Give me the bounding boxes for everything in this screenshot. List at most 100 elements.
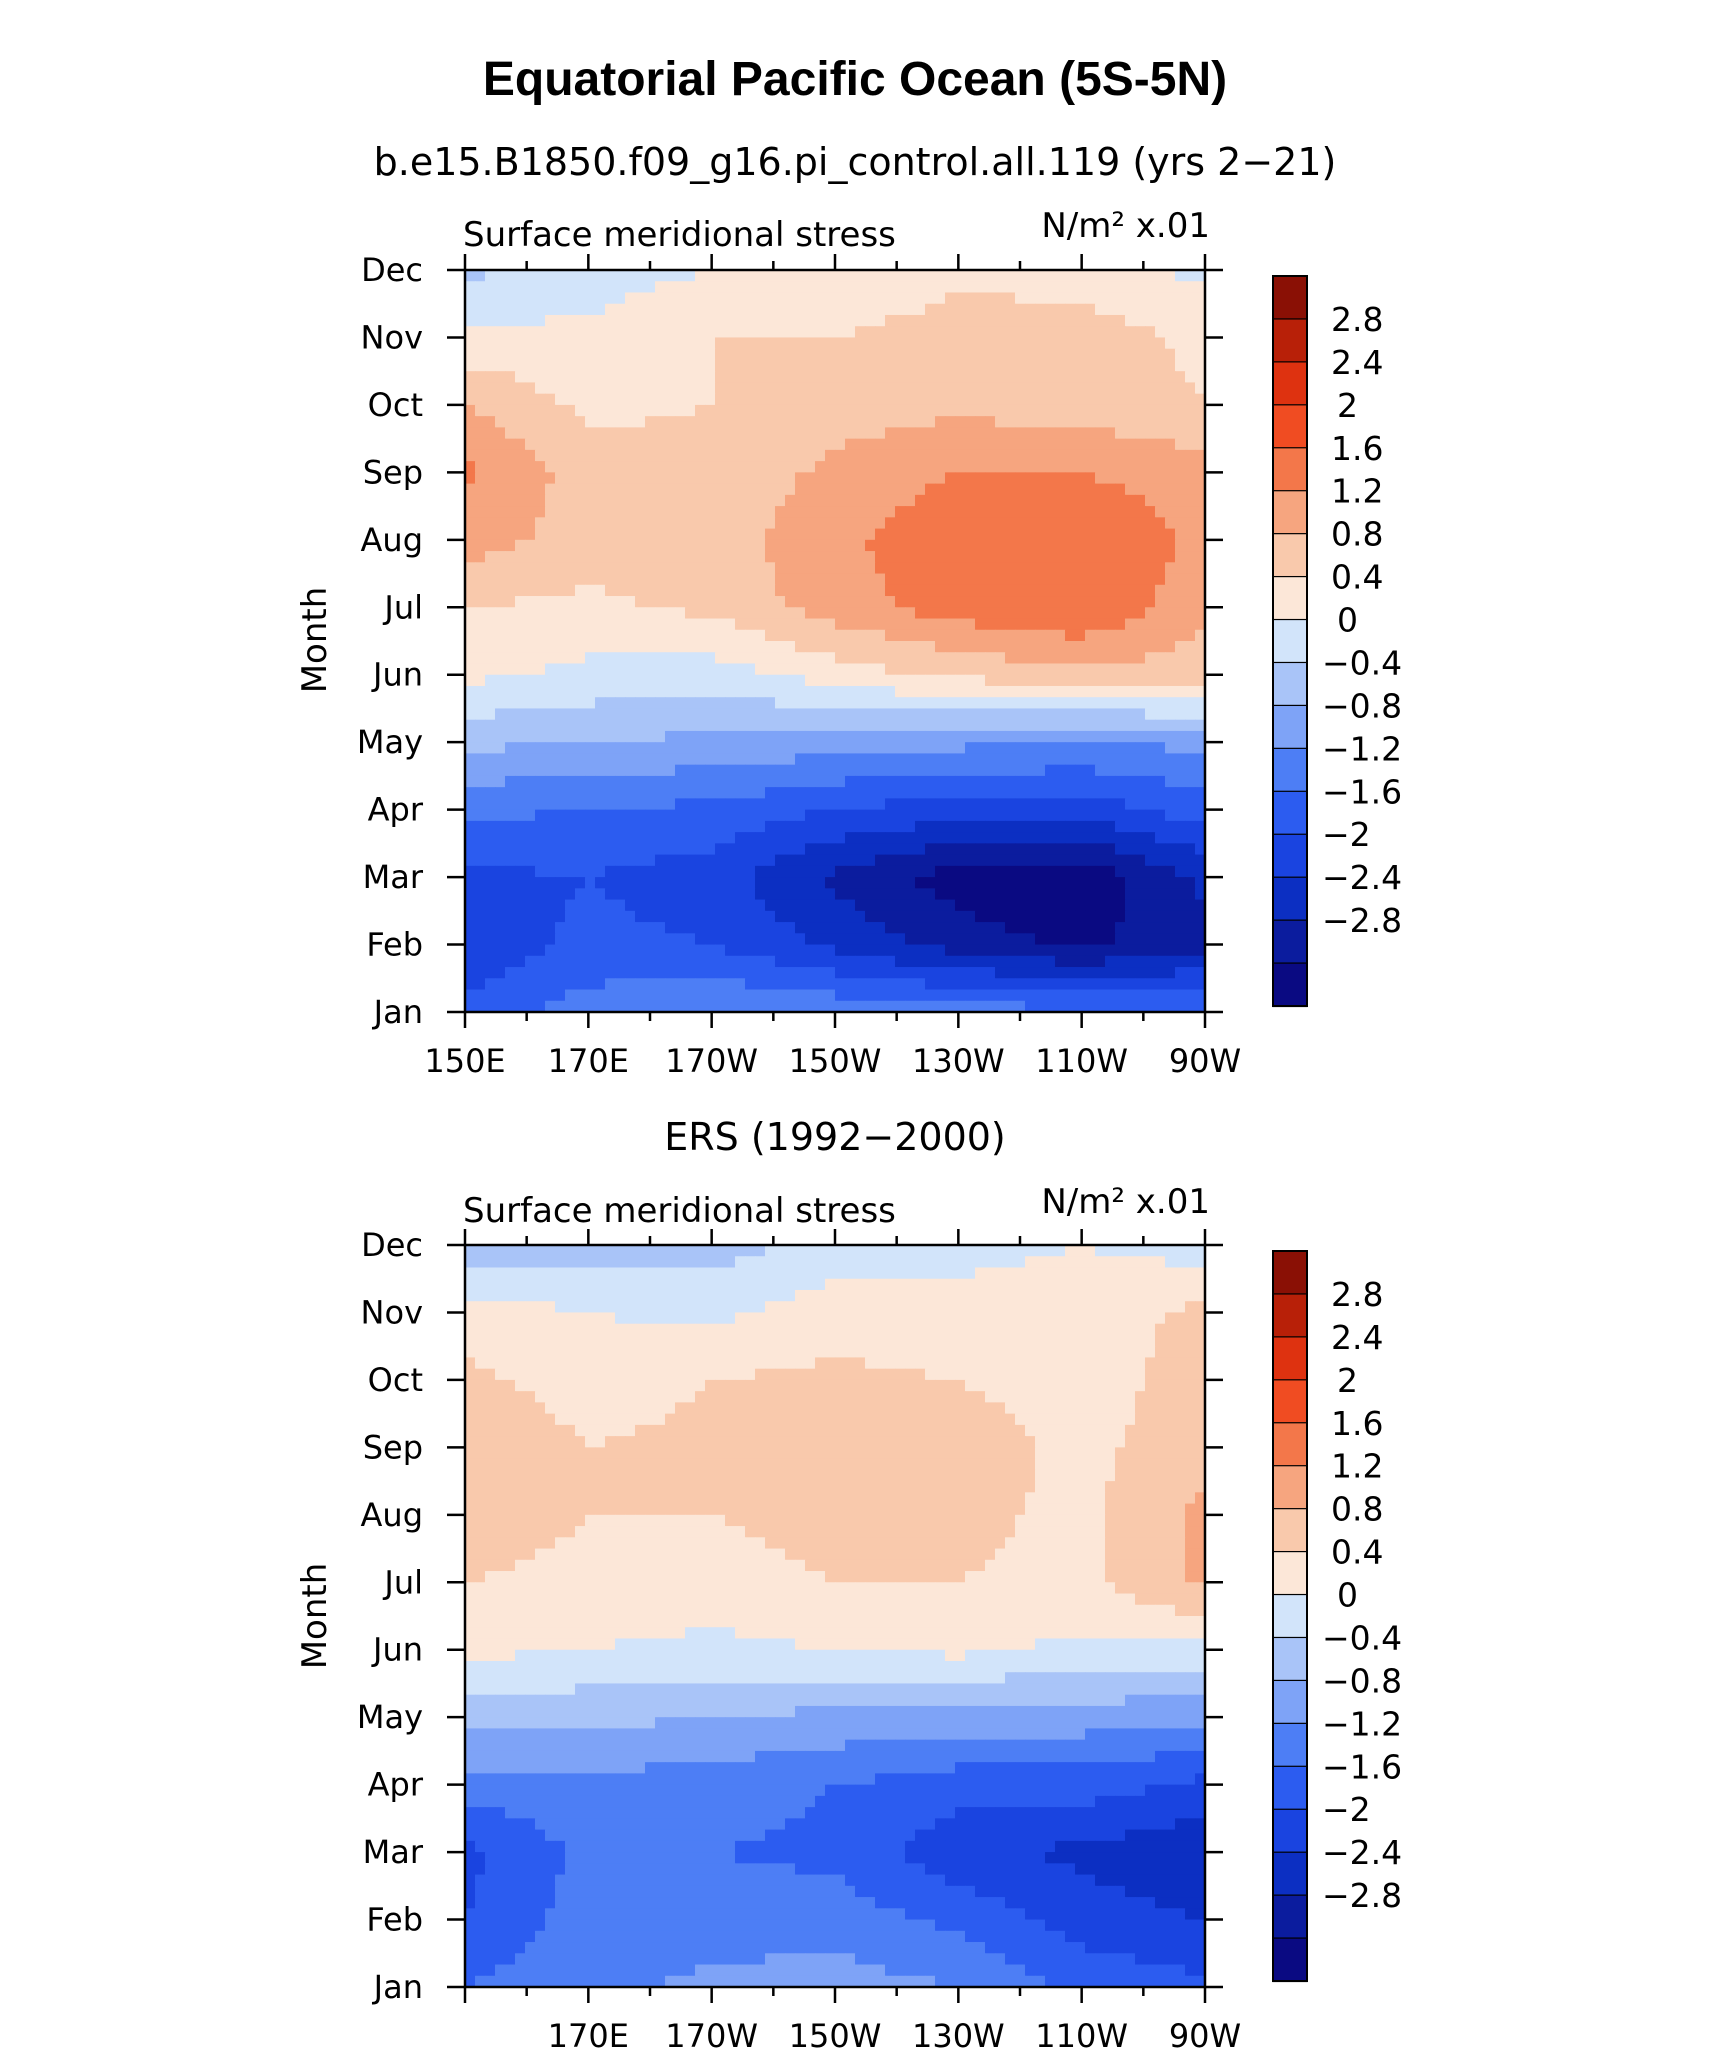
heatmap-cell: [615, 382, 626, 395]
heatmap-cell: [1195, 573, 1206, 586]
heatmap-cell: [975, 517, 986, 530]
heatmap-cell: [835, 933, 846, 946]
heatmap-cell: [1015, 764, 1026, 777]
heatmap-cell: [785, 809, 796, 822]
heatmap-cell: [885, 910, 896, 923]
heatmap-cell: [905, 775, 916, 788]
heatmap-cell: [1155, 539, 1166, 552]
heatmap-cell: [915, 854, 926, 867]
heatmap-cell: [765, 843, 776, 856]
heatmap-cell: [1145, 888, 1156, 901]
heatmap-cell: [755, 787, 766, 799]
heatmap-cell: [1185, 742, 1196, 755]
heatmap-cell: [515, 764, 526, 777]
heatmap-cell: [655, 494, 666, 507]
heatmap-cell: [905, 416, 916, 428]
heatmap-cell: [475, 326, 486, 339]
heatmap-cell: [1055, 697, 1066, 710]
heatmap-cell: [655, 371, 666, 384]
heatmap-cell: [805, 1000, 816, 1013]
heatmap-cell: [825, 472, 836, 485]
heatmap-cell: [945, 910, 956, 923]
heatmap-cell: [545, 596, 556, 608]
heatmap-cell: [995, 472, 1006, 485]
heatmap-cell: [585, 551, 596, 563]
heatmap-cell: [475, 989, 486, 1002]
heatmap-cell: [995, 494, 1006, 507]
heatmap-cell: [515, 427, 526, 440]
heatmap-cell: [1035, 562, 1046, 575]
heatmap-cell: [955, 292, 966, 305]
heatmap-cell: [555, 730, 566, 743]
heatmap-cell: [1085, 371, 1096, 384]
heatmap-cell: [955, 730, 966, 743]
heatmap-cell: [865, 292, 876, 305]
heatmap-cell: [1195, 944, 1206, 957]
heatmap-cell: [575, 832, 586, 844]
heatmap-cell: [1105, 910, 1116, 923]
heatmap-cell: [1035, 303, 1046, 316]
heatmap-cell: [815, 607, 826, 620]
heatmap-cell: [795, 685, 806, 698]
heatmap-cell: [725, 944, 736, 957]
heatmap-cell: [815, 933, 826, 946]
heatmap-cell: [1105, 416, 1116, 428]
heatmap-cell: [1075, 787, 1086, 799]
heatmap-cell: [1045, 551, 1056, 563]
heatmap-cell: [725, 955, 736, 968]
heatmap-cell: [895, 449, 906, 462]
heatmap-cell: [475, 404, 486, 417]
heatmap-cell: [835, 629, 846, 642]
heatmap-cell: [695, 787, 706, 799]
heatmap-cell: [725, 877, 736, 889]
heatmap-cell: [625, 652, 636, 665]
heatmap-cell: [1065, 730, 1076, 743]
heatmap-cell: [1015, 348, 1026, 361]
heatmap-cell: [465, 775, 476, 788]
heatmap-cell: [905, 989, 916, 1002]
heatmap-cell: [1075, 674, 1086, 687]
heatmap-cell: [925, 539, 936, 552]
heatmap-cell: [705, 719, 716, 732]
heatmap-cell: [505, 314, 516, 327]
heatmap-cell: [1135, 348, 1146, 361]
heatmap-cell: [1085, 270, 1096, 282]
heatmap-cell: [545, 584, 556, 597]
heatmap-cell: [815, 663, 826, 676]
heatmap-cell: [985, 933, 996, 946]
heatmap-cell: [655, 292, 666, 305]
heatmap-cell: [475, 573, 486, 586]
heatmap-cell: [485, 607, 496, 620]
heatmap-cell: [655, 877, 666, 889]
heatmap-cell: [1075, 944, 1086, 957]
heatmap-cell: [1195, 730, 1206, 743]
heatmap-cell: [1175, 809, 1186, 822]
heatmap-cell: [545, 978, 556, 991]
heatmap-cell: [1005, 393, 1016, 406]
heatmap-cell: [935, 371, 946, 384]
heatmap-cell: [1135, 404, 1146, 417]
heatmap-cell: [1125, 517, 1136, 530]
heatmap-cell: [1045, 314, 1056, 327]
heatmap-cell: [595, 281, 606, 294]
heatmap-cell: [465, 449, 476, 462]
heatmap-cell: [1045, 517, 1056, 530]
heatmap-cell: [675, 281, 686, 294]
heatmap-cell: [1195, 292, 1206, 305]
x-tick-label: 170W: [665, 1042, 758, 1080]
heatmap-cell: [535, 539, 546, 552]
heatmap-cell: [475, 753, 486, 766]
heatmap-cell: [525, 674, 536, 687]
heatmap-cell: [695, 494, 706, 507]
heatmap-cell: [535, 393, 546, 406]
heatmap-cell: [655, 674, 666, 687]
heatmap-cell: [815, 382, 826, 395]
heatmap-cell: [725, 820, 736, 833]
heatmap-cell: [855, 461, 866, 473]
heatmap-cell: [1175, 652, 1186, 665]
heatmap-cell: [465, 359, 476, 372]
heatmap-cell: [1045, 404, 1056, 417]
heatmap-cell: [565, 685, 576, 698]
heatmap-cell: [945, 933, 956, 946]
heatmap-cell: [975, 922, 986, 934]
